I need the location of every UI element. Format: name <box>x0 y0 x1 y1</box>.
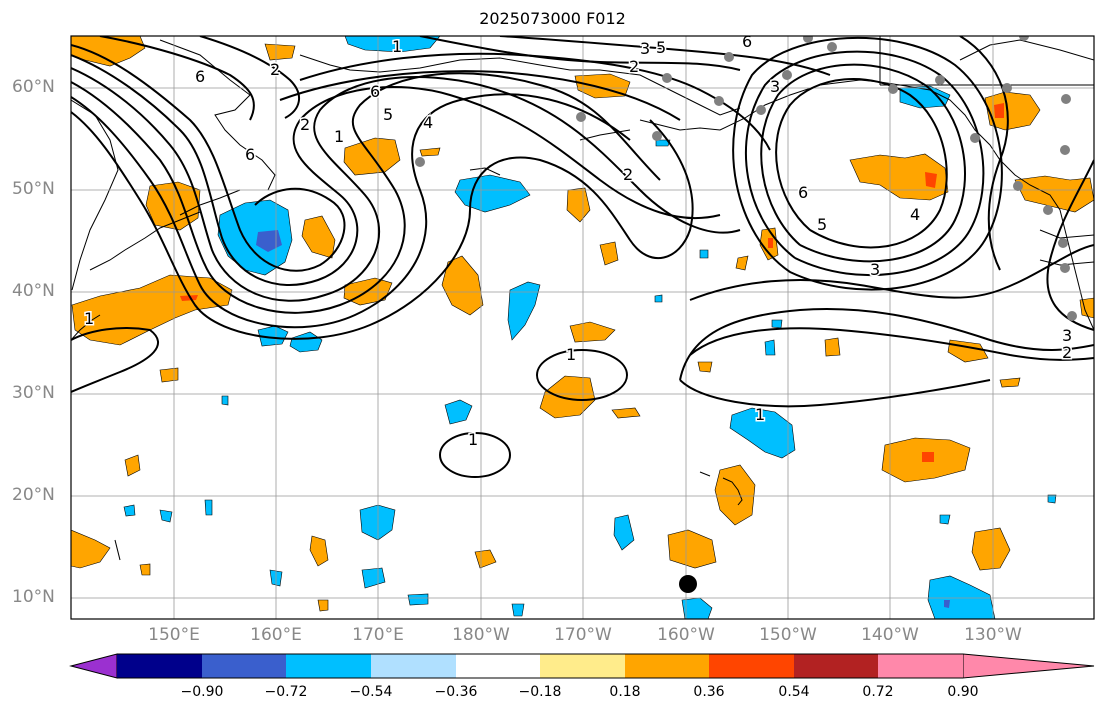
contour-label: 1 <box>468 430 478 449</box>
colorbar-seg <box>625 654 709 678</box>
strong-negative-anomaly-areas <box>256 230 950 608</box>
lon-label: 130°W <box>964 625 1022 645</box>
contour-label: 2 <box>1062 343 1072 362</box>
contour-label: 5 <box>656 38 666 57</box>
colorbar-low-extend <box>69 653 118 679</box>
lon-label: 170°E <box>352 625 404 645</box>
colorbar-seg <box>202 654 286 678</box>
contour-label: 2 <box>623 165 633 184</box>
lon-label: 150°E <box>148 625 200 645</box>
contour-label: 6 <box>798 183 808 202</box>
lon-label: 160°E <box>250 625 302 645</box>
contour-label: 1 <box>84 309 94 328</box>
colorbar-seg <box>117 654 202 678</box>
colorbar-seg <box>540 654 625 678</box>
contour-label: 1 <box>392 37 402 56</box>
lon-label: 170°W <box>554 625 612 645</box>
graticule <box>71 36 1094 619</box>
colorbar-high-extend <box>962 653 1095 679</box>
contour-label: 6 <box>742 32 752 51</box>
contour-label: 6 <box>195 67 205 86</box>
colorbar-tick-label: −0.72 <box>264 684 308 700</box>
colorbar-seg <box>794 654 878 678</box>
map-title: 2025073000 F012 <box>479 9 626 28</box>
contour-lines <box>71 36 1094 478</box>
colorbar <box>69 653 1095 679</box>
plot-frame <box>70 35 1095 620</box>
colorbar-seg <box>371 654 456 678</box>
contour-label: 3 <box>640 39 650 58</box>
colorbar-tick-label: 0.36 <box>693 684 725 700</box>
lat-label: 20°N <box>12 485 55 505</box>
colorbar-tick-label: 0.54 <box>778 684 810 700</box>
contour-label: 5 <box>817 215 827 234</box>
contour-label: 4 <box>910 205 920 224</box>
contour-label: 6 <box>370 82 380 101</box>
contour-label: 5 <box>383 105 393 124</box>
lat-label: 50°N <box>12 179 55 199</box>
colorbar-seg <box>878 654 963 678</box>
lat-label: 40°N <box>12 281 55 301</box>
lat-label: 30°N <box>12 383 55 403</box>
lon-label: 160°W <box>657 625 715 645</box>
coastlines <box>71 36 1094 561</box>
contour-label: 4 <box>423 113 433 132</box>
contour-label: 1 <box>755 405 765 424</box>
colorbar-seg <box>286 654 371 678</box>
station-markers <box>415 36 1077 321</box>
hawaii-marker <box>679 575 697 593</box>
contour-label: 2 <box>300 115 310 134</box>
lat-label: 60°N <box>12 77 55 97</box>
positive-anomaly-areas <box>71 36 1094 612</box>
contour-label: 3 <box>870 260 880 279</box>
colorbar-tick-label: −0.90 <box>180 684 224 700</box>
contour-label: 3 <box>770 77 780 96</box>
colorbar-tick-label: 0.72 <box>862 684 894 700</box>
colorbar-tick-label: 0.18 <box>609 684 641 700</box>
contour-label: 2 <box>629 57 639 76</box>
contour-label: 1 <box>334 127 344 146</box>
contour-label: 2 <box>270 60 280 79</box>
strong-positive-anomaly-areas <box>180 103 1004 462</box>
contour-label: 6 <box>245 145 255 164</box>
contour-label: 1 <box>566 345 576 364</box>
contour-label: 3 <box>1062 326 1072 345</box>
colorbar-tick-label: −0.18 <box>518 684 562 700</box>
colorbar-seg <box>456 654 540 678</box>
lon-label: 140°W <box>861 625 919 645</box>
colorbar-tick-label: 0.90 <box>947 684 979 700</box>
lon-label: 180°W <box>452 625 510 645</box>
colorbar-tick-label: −0.54 <box>349 684 393 700</box>
colorbar-tick-label: −0.36 <box>434 684 478 700</box>
colorbar-seg <box>709 654 794 678</box>
lat-label: 10°N <box>12 587 55 607</box>
lon-label: 150°W <box>759 625 817 645</box>
contour-label-group: 1 6 6 5 4 2 6 5 3 2 6 5 4 3 1 1 1 1 3 2 … <box>83 32 1074 451</box>
